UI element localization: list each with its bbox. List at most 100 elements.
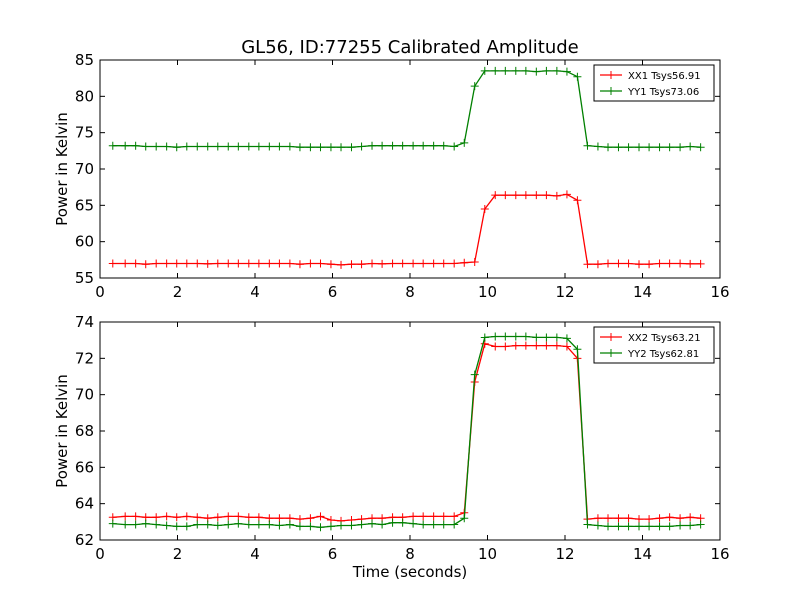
lower-series-1-point [655,522,664,531]
upper-series-1-point [562,67,571,76]
lower-series-1-point [593,521,602,530]
lower-series-1-point [141,519,150,528]
upper-series-1-point [645,143,654,152]
upper-series-1-point [604,143,613,152]
upper-plot-panel: 0 2 4 6 8 10 12 14 16 55 60 65 70 75 80 85 Power in Kelv… [53,51,730,301]
lower-series-1-point [265,520,274,529]
upper-series-1-point [254,142,263,151]
lower-x-tick-label: 14 [633,545,652,563]
lower-series-0-point [224,512,233,521]
upper-series-0-point [635,260,644,269]
upper-series-1-point [542,66,551,75]
upper-series-0-point [213,259,222,268]
upper-series-0-point [203,259,212,268]
upper-series-0-point [552,191,561,200]
upper-series-0-point [182,259,191,268]
upper-series-1-point [470,82,479,91]
lower-series-1-point [491,332,500,341]
lower-series-1-point [388,518,397,527]
upper-series-0-point [511,191,520,200]
lower-series-0-point [501,342,510,351]
lower-series-0-point [193,513,202,522]
upper-series-0-point [162,259,171,268]
upper-legend-label-1: YY1 Tsys73.06 [627,87,699,98]
upper-series-0-point [337,260,346,269]
upper-series-1-point [552,66,561,75]
lower-x-tick-label: 10 [478,545,497,563]
upper-series-0-point [152,259,161,268]
upper-series-0-point [295,260,304,269]
lower-series-1-point [409,519,418,528]
upper-series-1-point [480,66,489,75]
lower-x-axis-label: Time (seconds) [352,563,468,581]
upper-series-1-point [224,142,233,151]
lower-series-0-line [112,343,701,522]
upper-x-tick-label: 10 [478,283,497,301]
upper-series-0-point [285,259,294,268]
upper-series-1-point [213,142,222,151]
upper-x-tick-label: 2 [173,283,183,301]
upper-series-0-point [491,191,500,200]
lower-y-axis-label: Power in Kelvin [53,374,71,488]
upper-series-1-point [429,141,438,150]
lower-axes-frame [99,321,721,541]
lower-series-1-point [614,522,623,531]
upper-x-tick-label: 16 [710,283,729,301]
lower-x-tick-label: 16 [710,545,729,563]
lower-series-1-point [521,332,530,341]
upper-series-1-point [152,142,161,151]
upper-series-1-point [182,142,191,151]
upper-series-0-point [521,191,530,200]
upper-x-tick-label: 12 [555,283,574,301]
lower-series-1-point [419,520,428,529]
lower-series-1-point [635,522,644,531]
upper-series-1-point [316,143,325,152]
upper-series-1-point [409,141,418,150]
upper-series-0-point [224,259,233,268]
lower-series-1-point [275,521,284,530]
lower-series-0-point [655,514,664,523]
lower-series-0-point [593,514,602,523]
upper-series-1-point [131,141,140,150]
lower-series-1-point [337,521,346,530]
upper-series-1-point [141,142,150,151]
lower-series-0-point [450,512,459,521]
upper-x-tick-label: 8 [405,283,415,301]
lower-x-tick-label: 6 [328,545,338,563]
upper-y-tick-label: 55 [75,269,94,287]
lower-series-1-point [213,521,222,530]
upper-series-1-point [635,143,644,152]
lower-series-0-point [686,513,695,522]
upper-series-0-point [583,260,592,269]
upper-series-1-point [275,142,284,151]
lower-series-0-point [295,515,304,524]
lower-series-1-point [152,520,161,529]
lower-series-0-point [552,341,561,350]
upper-x-tick-label: 6 [328,283,338,301]
upper-series-0-point [368,259,377,268]
lower-series-0-point [521,341,530,350]
lower-y-tick-label: 74 [75,313,94,331]
upper-series-0-point [450,259,459,268]
upper-y-tick-label: 65 [75,196,94,214]
lower-series-1-point [203,520,212,529]
lower-y-tick-label: 66 [75,458,94,476]
upper-y-axis-label: Power in Kelvin [53,112,71,226]
upper-series-0-point [429,259,438,268]
upper-axes-frame [99,59,721,279]
upper-series-1-point [511,66,520,75]
lower-series-1-point [501,332,510,341]
lower-x-tick-label: 2 [173,545,183,563]
upper-legend: XX1 Tsys56.91 YY1 Tsys73.06 [593,64,715,102]
upper-series-0-point [439,259,448,268]
lower-series-0-point [306,514,315,523]
lower-series-0-point [275,514,284,523]
upper-series-0-point [108,259,117,268]
lower-legend-marker-0 [607,333,615,341]
upper-y-tick-label: 60 [75,233,94,251]
upper-series-1-point [583,141,592,150]
lower-x-tick-label: 12 [555,545,574,563]
lower-series-1-point [439,520,448,529]
lower-series-0-point [234,512,243,521]
